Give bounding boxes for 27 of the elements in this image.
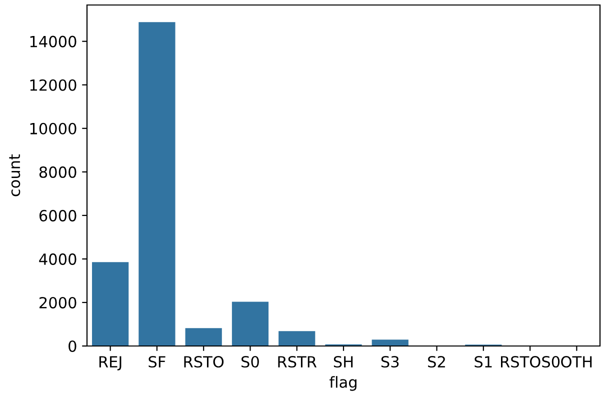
x-axis-title: flag [330, 376, 356, 391]
y-axis-title: count [9, 154, 20, 196]
x-tick-label: OTH [561, 356, 592, 368]
x-tick-label: S3 [381, 356, 399, 368]
y-tick-label: 2000 [40, 296, 76, 308]
bar [278, 330, 316, 346]
y-tick-label: 6000 [39, 210, 76, 222]
bar [91, 261, 130, 346]
x-tick-label: RSTO [184, 356, 224, 368]
x-tick-label: REJ [99, 356, 122, 370]
y-tick-label: 8000 [39, 166, 76, 178]
x-tick-label: S0 [242, 356, 259, 368]
x-tick-label: RSTOS0 [501, 356, 560, 368]
x-tick-label: S1 [474, 356, 492, 368]
x-tick-label: SH [334, 356, 353, 368]
y-tick-label: 12000 [30, 79, 76, 91]
y-tick-label: 0 [68, 340, 76, 352]
bar [184, 327, 223, 346]
x-tick-label: RSTR [278, 356, 317, 368]
x-tick-label: S2 [428, 356, 445, 368]
bar [371, 338, 410, 346]
x-tick-label: SF [148, 356, 166, 368]
y-tick-label: 10000 [30, 122, 76, 134]
bar [231, 301, 270, 346]
y-tick-label: 4000 [39, 253, 76, 265]
bar [138, 21, 176, 346]
y-tick-label: 14000 [30, 36, 76, 48]
